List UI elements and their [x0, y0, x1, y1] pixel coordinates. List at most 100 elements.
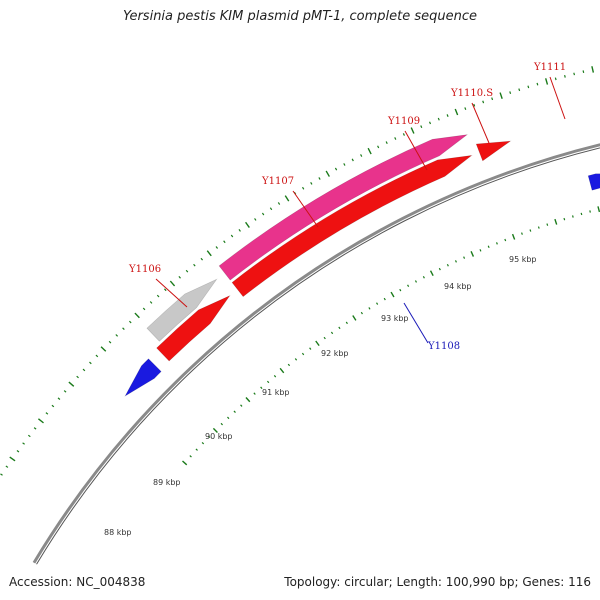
outer-tick-46: [254, 218, 257, 221]
outer-tick-24: [95, 354, 99, 358]
kbp-label-95: 95 kbp: [509, 255, 537, 264]
inner-tick-25: [352, 315, 357, 321]
label-lines: [155, 76, 566, 344]
inner-tick-27: [368, 307, 371, 310]
kbp-label-88: 88 kbp: [104, 528, 132, 537]
inner-tick-32: [407, 284, 410, 288]
inner-tick-53: [580, 212, 583, 216]
gene-grey: [146, 278, 218, 342]
outer-tick-81: [554, 77, 557, 81]
inner-tick-42: [487, 245, 490, 249]
inner-tick-48: [537, 226, 540, 229]
outer-tick-35: [169, 280, 176, 287]
leader-line-y1107: [292, 190, 319, 228]
inner-tick-43: [495, 242, 498, 245]
outer-tick-53: [310, 181, 313, 185]
gene-red-y1106: [231, 154, 473, 298]
outer-tick-71: [464, 107, 467, 110]
outer-tick-76: [509, 91, 512, 95]
inner-tick-13: [266, 380, 270, 384]
leader-line-y1109: [404, 130, 428, 171]
inner-tick-8: [233, 410, 236, 413]
outer-tick-78: [527, 85, 530, 89]
inner-tick-4: [207, 435, 211, 438]
inner-tick-15: [279, 367, 285, 374]
kbp-label-91: 91 kbp: [262, 388, 290, 397]
outer-tick-62: [385, 141, 388, 145]
outer-tick-84: [582, 70, 585, 73]
outer-tick-50: [284, 195, 290, 202]
outer-tick-79: [536, 82, 539, 86]
inner-tick-40: [470, 251, 475, 257]
map-title: Yersinia pestis KIM plasmid pMT-1, compl…: [122, 9, 478, 24]
leader-line-y1110s: [471, 102, 490, 144]
kbp-label-89: 89 kbp: [153, 478, 181, 487]
inner-tick-28: [376, 302, 379, 305]
outer-tick-55: [325, 170, 330, 177]
outer-tick-31: [142, 307, 146, 311]
outer-tick-65: [410, 127, 415, 134]
gene-label-y1107: Y1107: [261, 176, 294, 187]
outer-tick-40: [206, 250, 212, 257]
outer-tick-32: [149, 301, 153, 304]
summary-text: Topology: circular; Length: 100,990 bp; …: [284, 575, 591, 589]
inner-tick-37: [446, 263, 449, 267]
tick-marks: [0, 66, 600, 476]
outer-tick-13: [27, 434, 31, 438]
inner-tick-44: [504, 238, 507, 242]
backbone-inner: [36, 147, 600, 565]
gene-y1108: [587, 173, 600, 191]
outer-tick-42: [223, 240, 226, 244]
gene-label-y1110s: Y1110.S: [450, 88, 493, 99]
outer-tick-47: [261, 212, 265, 216]
inner-tick-36: [438, 267, 441, 271]
inner-tick-49: [546, 223, 549, 226]
outer-tick-38: [193, 263, 196, 267]
outer-tick-73: [482, 100, 485, 104]
outer-tick-80: [544, 78, 549, 85]
outer-tick-33: [156, 294, 160, 298]
outer-tick-77: [518, 88, 521, 92]
gene-label-y1108: Y1108: [427, 341, 460, 352]
outer-tick-19: [63, 390, 67, 393]
inner-tick-6: [220, 422, 223, 426]
outer-tick-8: [0, 473, 3, 476]
inner-tick-10: [245, 397, 251, 403]
outer-tick-54: [318, 177, 321, 180]
outer-tick-56: [334, 167, 338, 171]
gene-y1107: [475, 140, 512, 162]
outer-tick-75: [499, 92, 503, 99]
outer-tick-21: [76, 375, 79, 379]
kbp-label-92: 92 kbp: [321, 349, 349, 358]
inner-tick-30: [390, 291, 395, 298]
outer-tick-64: [402, 133, 405, 136]
outer-tick-69: [446, 114, 449, 117]
outer-tick-34: [164, 288, 167, 292]
leader-line-y1111: [549, 76, 566, 120]
outer-tick-11: [16, 449, 20, 453]
outer-tick-74: [491, 97, 494, 101]
outer-tick-45: [245, 221, 250, 228]
outer-tick-61: [377, 145, 380, 149]
gene-label-y1109: Y1109: [387, 116, 420, 127]
outer-tick-20: [68, 381, 75, 387]
inner-tick-52: [571, 215, 574, 218]
inner-tick-0: [182, 460, 188, 466]
backbone: [32, 143, 600, 565]
inner-tick-33: [414, 280, 418, 283]
gene-label-y1111: Y1111: [533, 62, 566, 73]
outer-tick-23: [89, 361, 92, 365]
inner-tick-20: [315, 340, 320, 347]
inner-tick-38: [454, 260, 457, 263]
inner-tick-47: [529, 229, 532, 232]
outer-tick-15: [37, 418, 44, 424]
outer-tick-30: [134, 312, 140, 319]
inner-tick-16: [287, 363, 291, 367]
outer-tick-41: [215, 246, 219, 249]
gene-y1106-pink: [218, 134, 469, 281]
outer-tick-12: [22, 442, 25, 445]
outer-tick-43: [230, 234, 234, 238]
inner-tick-19: [309, 347, 312, 350]
